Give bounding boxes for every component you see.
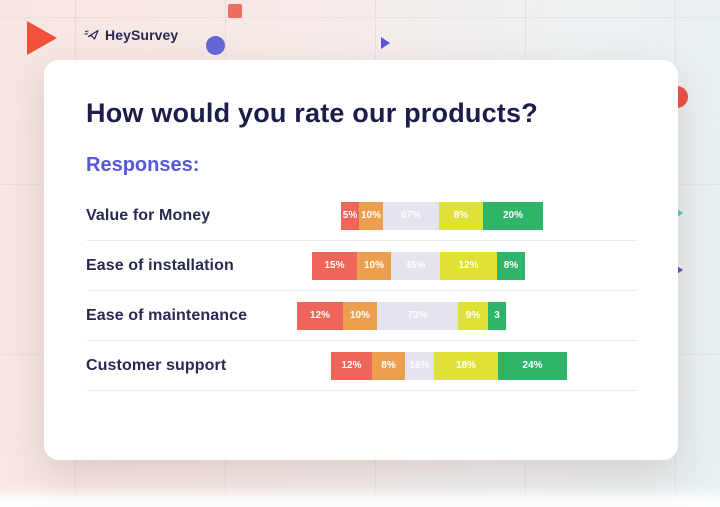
bar-segment-neutral: 16% <box>405 351 434 380</box>
category-label: Ease of maintenance <box>86 306 248 324</box>
bar-segment-somewhat_negative: 10% <box>359 201 383 230</box>
chart-row: Ease of maintenance 12% 10% 73% 9% 3 <box>86 291 637 341</box>
bar-segment-negative: 15% <box>312 251 357 280</box>
bar-segment-neutral: 73% <box>377 301 458 330</box>
red-triangle-icon <box>27 21 57 55</box>
bar-segment-somewhat_positive: 12% <box>440 251 497 280</box>
heysurvey-logo[interactable]: HeySurvey <box>84 27 178 43</box>
chart-row: Customer support 12% 8% 16% 18% 24% <box>86 341 637 391</box>
survey-results-card: How would you rate our products? Respons… <box>44 60 678 460</box>
bar-segment-somewhat_positive: 8% <box>439 201 483 230</box>
question-title: How would you rate our products? <box>86 98 538 128</box>
teal-triangle-icon <box>674 207 683 219</box>
responses-heading: Responses: <box>86 154 200 176</box>
purple-triangle-icon <box>381 37 390 49</box>
bar-segment-negative: 5% <box>341 201 359 230</box>
category-label: Customer support <box>86 356 227 374</box>
bar-segment-somewhat_negative: 10% <box>343 301 377 330</box>
bar-segment-somewhat_positive: 9% <box>458 301 488 330</box>
stacked-bar: 12% 8% 16% 18% 24% <box>331 351 567 380</box>
bar-segment-somewhat_positive: 18% <box>434 351 498 380</box>
heysurvey-logo-icon <box>84 28 100 43</box>
stacked-bar: 15% 10% 45% 12% 8% <box>312 251 525 280</box>
bar-segment-somewhat_negative: 10% <box>357 251 391 280</box>
category-label: Value for Money <box>86 206 211 224</box>
purple-circle-icon <box>206 36 225 55</box>
bottom-fade <box>0 485 720 507</box>
violet-triangle-icon <box>674 264 683 276</box>
heysurvey-logo-text: HeySurvey <box>105 27 179 43</box>
bar-segment-negative: 12% <box>297 301 343 330</box>
salmon-square-icon <box>228 4 242 18</box>
bar-segment-neutral: 67% <box>383 201 439 230</box>
bar-segment-positive: 3 <box>488 301 506 330</box>
category-label: Ease of installation <box>86 256 234 274</box>
stacked-bar: 5% 10% 67% 8% 20% <box>341 201 543 230</box>
bar-segment-somewhat_negative: 8% <box>372 351 405 380</box>
chart-row: Ease of installation 15% 10% 45% 12% 8% <box>86 241 637 291</box>
chart-row: Value for Money 5% 10% 67% 8% 20% <box>86 191 637 241</box>
bar-segment-positive: 24% <box>498 351 567 380</box>
bar-segment-positive: 8% <box>497 251 525 280</box>
bar-segment-neutral: 45% <box>391 251 440 280</box>
bar-segment-positive: 20% <box>483 201 543 230</box>
stacked-bar: 12% 10% 73% 9% 3 <box>297 301 506 330</box>
chart-rows: Value for Money 5% 10% 67% 8% 20% Ease of inst… <box>86 191 637 391</box>
bar-segment-negative: 12% <box>331 351 372 380</box>
